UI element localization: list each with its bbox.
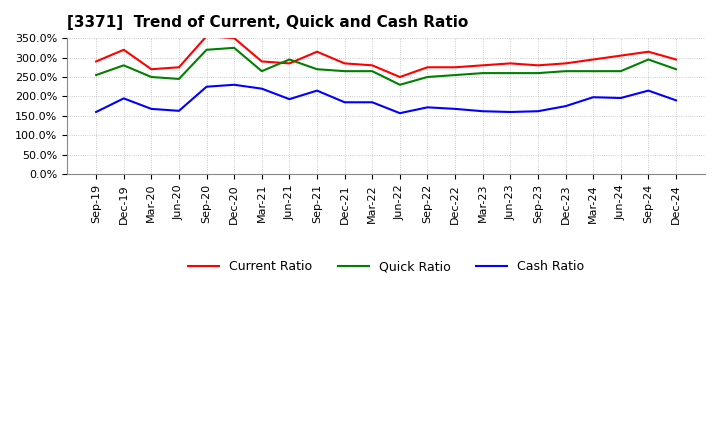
- Quick Ratio: [258, 69, 266, 74]
- Cash Ratio: [147, 106, 156, 111]
- Current Ratio: [312, 49, 321, 55]
- Text: [3371]  Trend of Current, Quick and Cash Ratio: [3371] Trend of Current, Quick and Cash …: [67, 15, 468, 30]
- Cash Ratio: [175, 108, 184, 114]
- Quick Ratio: [120, 62, 128, 68]
- Cash Ratio: [534, 109, 542, 114]
- Cash Ratio: [230, 82, 238, 88]
- Current Ratio: [258, 59, 266, 64]
- Line: Cash Ratio: Cash Ratio: [96, 85, 676, 113]
- Quick Ratio: [395, 82, 404, 88]
- Quick Ratio: [451, 73, 459, 78]
- Cash Ratio: [506, 110, 515, 115]
- Cash Ratio: [258, 86, 266, 92]
- Current Ratio: [91, 59, 100, 64]
- Cash Ratio: [616, 95, 625, 101]
- Quick Ratio: [202, 47, 211, 52]
- Current Ratio: [395, 74, 404, 80]
- Current Ratio: [368, 62, 377, 68]
- Current Ratio: [672, 57, 680, 62]
- Current Ratio: [175, 65, 184, 70]
- Current Ratio: [341, 61, 349, 66]
- Cash Ratio: [672, 98, 680, 103]
- Current Ratio: [147, 66, 156, 72]
- Quick Ratio: [230, 45, 238, 51]
- Cash Ratio: [312, 88, 321, 93]
- Cash Ratio: [644, 88, 653, 93]
- Current Ratio: [506, 61, 515, 66]
- Quick Ratio: [478, 70, 487, 76]
- Cash Ratio: [285, 96, 294, 102]
- Quick Ratio: [312, 66, 321, 72]
- Cash Ratio: [202, 84, 211, 89]
- Quick Ratio: [561, 69, 570, 74]
- Quick Ratio: [534, 70, 542, 76]
- Current Ratio: [478, 62, 487, 68]
- Current Ratio: [202, 33, 211, 39]
- Quick Ratio: [616, 69, 625, 74]
- Quick Ratio: [644, 57, 653, 62]
- Current Ratio: [589, 57, 598, 62]
- Quick Ratio: [147, 74, 156, 80]
- Quick Ratio: [589, 69, 598, 74]
- Current Ratio: [120, 47, 128, 52]
- Quick Ratio: [672, 66, 680, 72]
- Quick Ratio: [341, 69, 349, 74]
- Cash Ratio: [589, 95, 598, 100]
- Cash Ratio: [368, 99, 377, 105]
- Current Ratio: [561, 61, 570, 66]
- Cash Ratio: [561, 103, 570, 109]
- Line: Quick Ratio: Quick Ratio: [96, 48, 676, 85]
- Current Ratio: [423, 65, 432, 70]
- Cash Ratio: [341, 99, 349, 105]
- Current Ratio: [616, 53, 625, 58]
- Cash Ratio: [478, 109, 487, 114]
- Quick Ratio: [285, 57, 294, 62]
- Quick Ratio: [368, 69, 377, 74]
- Quick Ratio: [91, 73, 100, 78]
- Line: Current Ratio: Current Ratio: [96, 36, 676, 77]
- Current Ratio: [285, 61, 294, 66]
- Current Ratio: [451, 65, 459, 70]
- Cash Ratio: [451, 106, 459, 111]
- Cash Ratio: [91, 110, 100, 115]
- Quick Ratio: [423, 74, 432, 80]
- Cash Ratio: [395, 110, 404, 116]
- Cash Ratio: [120, 96, 128, 101]
- Current Ratio: [230, 36, 238, 41]
- Cash Ratio: [423, 105, 432, 110]
- Current Ratio: [644, 49, 653, 55]
- Quick Ratio: [175, 76, 184, 81]
- Quick Ratio: [506, 70, 515, 76]
- Legend: Current Ratio, Quick Ratio, Cash Ratio: Current Ratio, Quick Ratio, Cash Ratio: [183, 255, 589, 279]
- Current Ratio: [534, 62, 542, 68]
